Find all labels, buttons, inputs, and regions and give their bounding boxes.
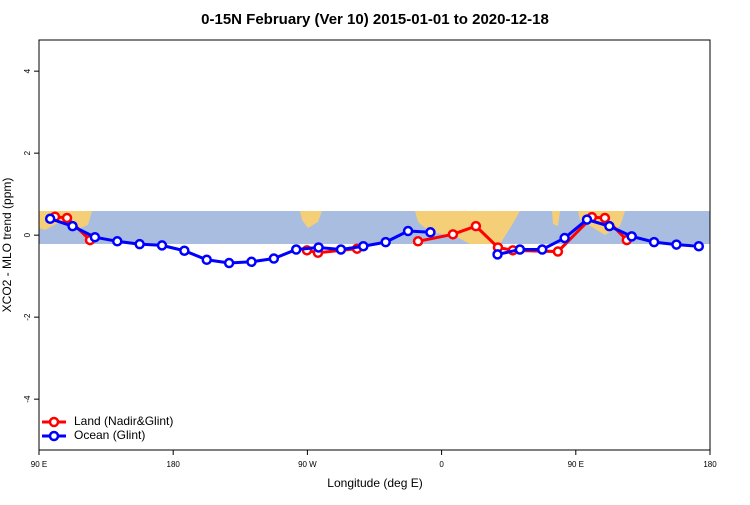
x-tick-label: 90 E — [31, 460, 47, 469]
data-point — [179, 245, 190, 256]
data-point — [402, 225, 414, 237]
data-point — [134, 238, 145, 250]
data-point — [223, 257, 235, 269]
data-point — [201, 254, 212, 266]
data-point — [492, 249, 503, 260]
data-point — [44, 213, 56, 225]
series-line — [497, 217, 699, 256]
data-point — [470, 220, 482, 232]
data-point — [313, 242, 324, 253]
data-point — [246, 256, 257, 268]
data-point — [693, 240, 705, 252]
y-tick-label: 0 — [23, 232, 32, 237]
data-point — [61, 212, 73, 224]
y-tick-label: -2 — [23, 313, 32, 321]
legend-marker — [48, 430, 60, 442]
data-point — [552, 246, 564, 257]
data-point — [648, 236, 660, 248]
x-tick-label: 90 E — [568, 460, 584, 469]
data-point — [581, 214, 593, 225]
y-tick-label: 2 — [23, 150, 32, 155]
legend-label: Ocean (Glint) — [74, 428, 145, 442]
data-point — [559, 232, 570, 244]
y-tick-label: 4 — [23, 68, 32, 73]
legend-label: Land (Nadir&Glint) — [74, 414, 173, 428]
y-tick-label: -4 — [23, 395, 32, 403]
x-tick-label: 0 — [439, 460, 444, 469]
data-point — [156, 240, 168, 251]
x-tick-label: 90 W — [298, 460, 317, 469]
x-tick-label: 180 — [703, 460, 717, 469]
data-point — [626, 231, 637, 242]
data-point — [604, 220, 615, 232]
x-tick-label: 180 — [167, 460, 181, 469]
data-point — [67, 220, 78, 232]
legend-marker — [48, 416, 60, 428]
chart-title: 0-15N February (Ver 10) 2015-01-01 to 20… — [201, 11, 549, 28]
data-point — [537, 244, 548, 255]
data-point — [89, 231, 101, 243]
data-point — [290, 244, 302, 255]
data-point — [268, 253, 280, 264]
x-axis-label: Longitude (deg E) — [327, 476, 422, 490]
data-point — [358, 240, 369, 252]
data-point — [447, 229, 459, 240]
data-point — [599, 212, 611, 224]
data-point — [112, 236, 123, 247]
y-axis-label: XCO2 - MLO trend (ppm) — [0, 178, 14, 313]
data-point — [514, 244, 526, 255]
data-point — [671, 239, 682, 250]
data-point — [335, 244, 347, 255]
data-point — [425, 227, 436, 238]
plot-frame — [38, 39, 711, 451]
data-point — [412, 236, 424, 247]
data-point — [380, 236, 391, 248]
